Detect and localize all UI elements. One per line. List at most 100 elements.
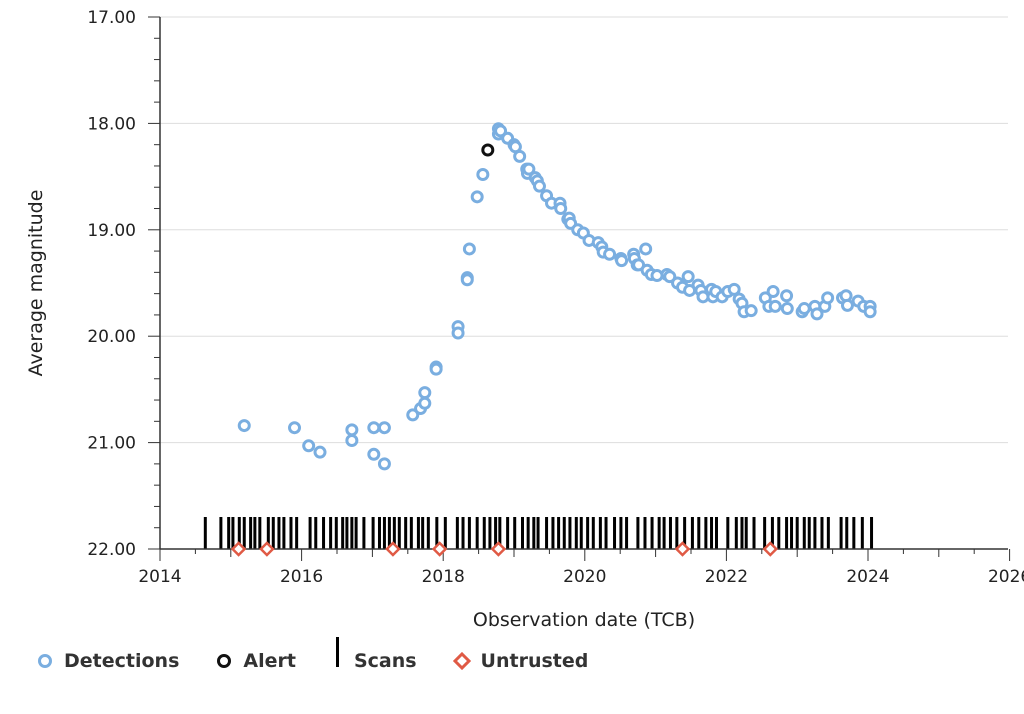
scan-mark bbox=[350, 517, 354, 549]
detection-point bbox=[615, 254, 629, 268]
detection-point bbox=[780, 302, 794, 316]
detection-point bbox=[810, 307, 824, 321]
untrusted-point bbox=[762, 541, 779, 557]
legend: Detections Alert Scans Untrusted bbox=[36, 637, 624, 672]
x-tick-label: 2016 bbox=[280, 567, 323, 587]
scan-mark bbox=[416, 517, 420, 549]
detection-point bbox=[681, 270, 695, 284]
detection-point bbox=[237, 419, 251, 433]
scan-mark bbox=[710, 517, 714, 549]
y-axis-title: Average magnitude bbox=[25, 190, 47, 377]
scan-mark bbox=[322, 517, 326, 549]
scan-mark bbox=[643, 517, 647, 549]
y-tick-label: 19.00 bbox=[87, 221, 136, 241]
scan-mark bbox=[598, 517, 602, 549]
x-tick-label: 2018 bbox=[422, 567, 465, 587]
detection-point bbox=[663, 270, 677, 284]
x-axis-title: Observation date (TCB) bbox=[473, 609, 695, 631]
scan-mark bbox=[231, 517, 235, 549]
scan-mark bbox=[574, 517, 578, 549]
scan-mark bbox=[752, 517, 756, 549]
x-tick-label: 2020 bbox=[563, 567, 606, 587]
scan-mark bbox=[409, 517, 413, 549]
untrusted-point bbox=[674, 541, 691, 557]
detection-point bbox=[345, 423, 359, 437]
scan-mark bbox=[820, 517, 824, 549]
scan-mark bbox=[271, 517, 275, 549]
detection-point bbox=[302, 439, 316, 453]
scan-mark bbox=[397, 517, 401, 549]
detection-point bbox=[418, 396, 432, 410]
scan-mark bbox=[545, 517, 549, 549]
x-tick-label: 2026 bbox=[988, 567, 1024, 587]
y-tick-label: 22.00 bbox=[87, 540, 136, 560]
detection-point bbox=[345, 433, 359, 447]
scan-mark bbox=[636, 517, 640, 549]
y-tick-label: 20.00 bbox=[87, 327, 136, 347]
legend-item-detections[interactable]: Detections bbox=[36, 650, 179, 672]
detection-point bbox=[367, 447, 381, 461]
scan-mark bbox=[345, 517, 349, 549]
detection-point bbox=[313, 445, 327, 459]
untrusted-point bbox=[431, 541, 448, 557]
scan-mark bbox=[258, 517, 262, 549]
legend-label-alert: Alert bbox=[243, 650, 296, 672]
scan-mark bbox=[557, 517, 561, 549]
scan-mark bbox=[377, 517, 381, 549]
scan-mark bbox=[277, 517, 281, 549]
legend-label-detections: Detections bbox=[64, 650, 180, 672]
scan-mark bbox=[314, 517, 318, 549]
legend-item-alert[interactable]: Alert bbox=[215, 650, 296, 672]
scan-mark bbox=[362, 517, 366, 549]
scan-mark bbox=[826, 517, 830, 549]
detection-point bbox=[554, 202, 568, 216]
legend-item-scans[interactable]: Scans bbox=[332, 637, 417, 672]
scan-mark bbox=[371, 517, 375, 549]
scan-mark bbox=[435, 517, 439, 549]
scan-marker-icon bbox=[335, 637, 339, 667]
scan-mark bbox=[341, 517, 345, 549]
scan-mark bbox=[586, 517, 590, 549]
scan-mark bbox=[295, 517, 299, 549]
legend-label-scans: Scans bbox=[353, 650, 417, 672]
scan-mark bbox=[657, 517, 661, 549]
scan-mark bbox=[498, 517, 502, 549]
x-tick-label: 2022 bbox=[705, 567, 748, 587]
scan-mark bbox=[568, 517, 572, 549]
detection-point bbox=[522, 162, 536, 176]
scan-mark bbox=[613, 517, 617, 549]
scan-mark bbox=[392, 517, 396, 549]
scan-mark bbox=[482, 517, 486, 549]
scan-mark bbox=[526, 517, 530, 549]
legend-item-untrusted[interactable]: Untrusted bbox=[452, 650, 588, 672]
scan-mark bbox=[289, 517, 293, 549]
y-tick-label: 17.00 bbox=[87, 8, 136, 28]
detection-point bbox=[840, 298, 854, 312]
scan-mark bbox=[662, 517, 666, 549]
scan-mark bbox=[785, 517, 789, 549]
scan-mark bbox=[506, 517, 510, 549]
scan-mark bbox=[329, 517, 333, 549]
detection-point bbox=[494, 124, 508, 138]
scan-mark bbox=[253, 517, 257, 549]
data-points bbox=[230, 122, 877, 557]
scan-mark bbox=[513, 517, 517, 549]
detection-point bbox=[288, 421, 302, 435]
detection-point bbox=[406, 408, 420, 422]
scan-mark bbox=[697, 517, 701, 549]
untrusted-point bbox=[230, 541, 247, 557]
scan-mark bbox=[591, 517, 595, 549]
scan-mark bbox=[795, 517, 799, 549]
scan-mark bbox=[714, 517, 718, 549]
scan-mark bbox=[475, 517, 479, 549]
detection-point bbox=[639, 242, 653, 256]
detection-point bbox=[418, 386, 432, 400]
scan-mark bbox=[536, 517, 540, 549]
detection-marker-icon bbox=[38, 654, 52, 668]
scan-mark bbox=[845, 517, 849, 549]
scan-mark bbox=[675, 517, 679, 549]
scan-mark bbox=[579, 517, 583, 549]
y-tick-label: 18.00 bbox=[87, 114, 136, 134]
scan-mark bbox=[770, 517, 774, 549]
scan-mark bbox=[494, 517, 498, 549]
